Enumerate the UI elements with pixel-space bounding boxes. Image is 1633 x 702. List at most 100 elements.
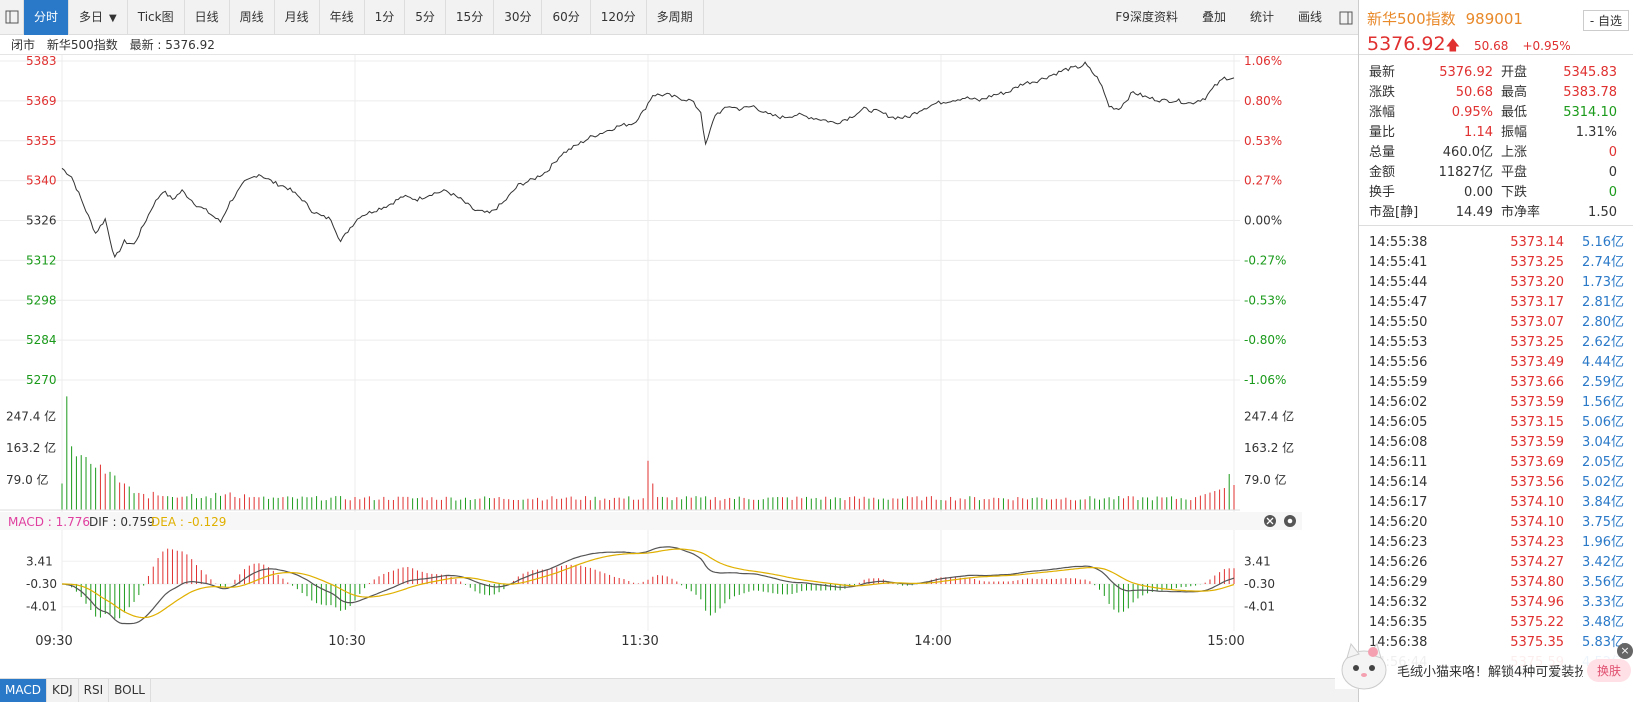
quote-row: 涨跌 50.68 最高 5383.78	[1369, 83, 1627, 103]
y-tick-label: 5369	[26, 94, 57, 108]
tick-row: 14:56:35 5375.22 3.48亿	[1369, 613, 1627, 633]
quote-row: 金额 11827亿 平盘 0	[1369, 163, 1627, 183]
quote-cell: 金额	[1369, 165, 1396, 180]
x-tick-label: 10:30	[328, 634, 365, 649]
tick-cell: 5375.22	[1510, 615, 1564, 630]
add-watchlist-button[interactable]: - 自选	[1582, 10, 1629, 31]
period-tab[interactable]: 60分	[542, 0, 591, 35]
tick-cell: 5.83亿	[1582, 635, 1624, 650]
indicator-tab[interactable]: BOLL	[109, 679, 151, 702]
tick-row: 14:56:05 5373.15 5.06亿	[1369, 413, 1627, 433]
quote-cell: 最新	[1369, 65, 1396, 80]
quote-cell: 0	[1608, 145, 1617, 160]
macd-tick-label-right: -4.01	[1244, 600, 1275, 614]
tick-cell: 14:56:11	[1369, 455, 1428, 470]
panel-toggle-icon	[1339, 11, 1353, 24]
tick-row: 14:56:26 5374.27 3.42亿	[1369, 553, 1627, 573]
tick-cell: 5.02亿	[1582, 475, 1624, 490]
period-tab[interactable]: 周线	[230, 0, 275, 35]
quote-cell: 0.95%	[1451, 105, 1493, 120]
period-tab[interactable]: 1分	[365, 0, 406, 35]
gear-icon	[1284, 515, 1296, 527]
toolbar-action[interactable]: 叠加	[1201, 10, 1226, 24]
tick-cell: 5374.96	[1510, 595, 1564, 610]
volume-tick-label: 163.2 亿	[6, 440, 56, 455]
indicator-tab[interactable]: KDJ	[47, 679, 79, 702]
y-tick-label-pct: -0.27%	[1244, 253, 1286, 267]
close-icon[interactable]: ×	[1617, 643, 1633, 659]
period-tab[interactable]: 月线	[275, 0, 320, 35]
quote-cell: 振幅	[1501, 125, 1528, 140]
indicator-tab[interactable]: RSI	[79, 679, 110, 702]
tick-cell: 5373.49	[1510, 355, 1564, 370]
quote-cell: 50.68	[1455, 85, 1493, 100]
promo-banner[interactable]: 毛绒小猫来咯！解锁4种可爱装扮 换肤 ×	[1335, 642, 1633, 690]
tick-cell: 5374.27	[1510, 555, 1564, 570]
quote-cell: 下跌	[1501, 185, 1528, 200]
tick-cell: 14:56:08	[1369, 435, 1428, 450]
period-tab[interactable]: 日线	[185, 0, 230, 35]
up-arrow-icon: 🡅	[1445, 38, 1460, 54]
y-tick-label-pct: -1.06%	[1244, 373, 1286, 387]
period-tab[interactable]: 年线	[320, 0, 365, 35]
tick-cell: 14:55:59	[1369, 375, 1428, 390]
tick-cell: 3.84亿	[1582, 495, 1624, 510]
tick-row: 14:56:38 5375.35 5.83亿	[1369, 633, 1627, 653]
period-tab[interactable]: 分时	[24, 0, 70, 35]
volume-tick-label-right: 163.2 亿	[1244, 440, 1294, 455]
skin-button[interactable]: 换肤	[1587, 658, 1632, 682]
tick-cell: 3.75亿	[1582, 515, 1624, 530]
tick-cell: 5373.25	[1510, 255, 1564, 270]
dif-value: DIF : 0.759	[89, 515, 155, 529]
tick-cell: 14:56:02	[1369, 395, 1428, 410]
macd-tick-label: 3.41	[26, 554, 53, 568]
quote-cell: 平盘	[1501, 165, 1528, 180]
latest-price-label: 最新 : 5376.92	[129, 38, 215, 52]
y-tick-label: 5340	[26, 174, 57, 188]
quote-pct: +0.95%	[1522, 39, 1571, 53]
period-tab[interactable]: 15分	[446, 0, 495, 35]
tick-row: 14:55:38 5373.14 5.16亿	[1369, 233, 1627, 253]
tick-cell: 5374.80	[1510, 575, 1564, 590]
quote-cell: 最高	[1501, 85, 1528, 100]
right-panel-toggle[interactable]	[1334, 0, 1358, 35]
y-tick-label-pct: -0.53%	[1244, 293, 1286, 307]
quote-cell: 0.00	[1464, 185, 1493, 200]
tick-row: 14:56:20 5374.10 3.75亿	[1369, 513, 1627, 533]
y-tick-label-pct: 0.80%	[1244, 94, 1282, 108]
period-tab[interactable]: 多周期	[647, 0, 704, 35]
toolbar-action[interactable]: F9深度资料	[1115, 10, 1178, 24]
quote-row: 换手 0.00 下跌 0	[1369, 183, 1627, 203]
period-tabs: 分时 多日 ▼ Tick图 日线 周线 月线 年线 1分 5分 15分 30分 60分 120分 多周期	[24, 0, 704, 35]
left-panel-toggle[interactable]	[0, 0, 24, 35]
y-tick-label: 5284	[26, 333, 57, 347]
quote-cell: 市盈[静]	[1369, 205, 1419, 220]
period-tab-label: 多周期	[656, 9, 693, 24]
period-tab[interactable]: 5分	[405, 0, 446, 35]
y-tick-label-pct: 1.06%	[1244, 55, 1282, 68]
tick-cell: 14:55:41	[1369, 255, 1428, 270]
quote-cell: 1.14	[1464, 125, 1493, 140]
indicator-tab[interactable]: MACD	[0, 679, 47, 702]
period-tab[interactable]: 120分	[591, 0, 647, 35]
toolbar-action[interactable]: 统计	[1249, 10, 1274, 24]
quote-cell: 量比	[1369, 125, 1396, 140]
toolbar-action[interactable]: 画线	[1297, 10, 1322, 24]
y-tick-label-pct: 0.27%	[1244, 174, 1282, 188]
status-line: 闭市 新华500指数 最新 : 5376.92	[0, 35, 1358, 55]
index-name: 新华500指数	[46, 38, 118, 52]
volume-tick-label: 247.4 亿	[6, 408, 56, 423]
tick-cell: 1.56亿	[1582, 395, 1624, 410]
period-tab[interactable]: 30分	[494, 0, 543, 35]
tick-cell: 3.48亿	[1582, 615, 1624, 630]
tick-list[interactable]: 14:55:38 5373.14 5.16亿 14:55:41 5373.25 2.74亿…	[1359, 226, 1633, 673]
intraday-chart[interactable]: 5383 1.06% 5369 0.80% 5355 0.53% 5340 0.27% 5326…	[0, 55, 1358, 678]
period-tab[interactable]: 多日 ▼	[69, 0, 128, 35]
tick-cell: 5373.69	[1510, 455, 1564, 470]
period-tab[interactable]: Tick图	[128, 0, 185, 35]
period-tab-label: 周线	[239, 9, 264, 24]
y-tick-label: 5383	[26, 55, 57, 68]
tick-row: 14:56:11 5373.69 2.05亿	[1369, 453, 1627, 473]
quote-cell: 5345.83	[1563, 65, 1617, 80]
